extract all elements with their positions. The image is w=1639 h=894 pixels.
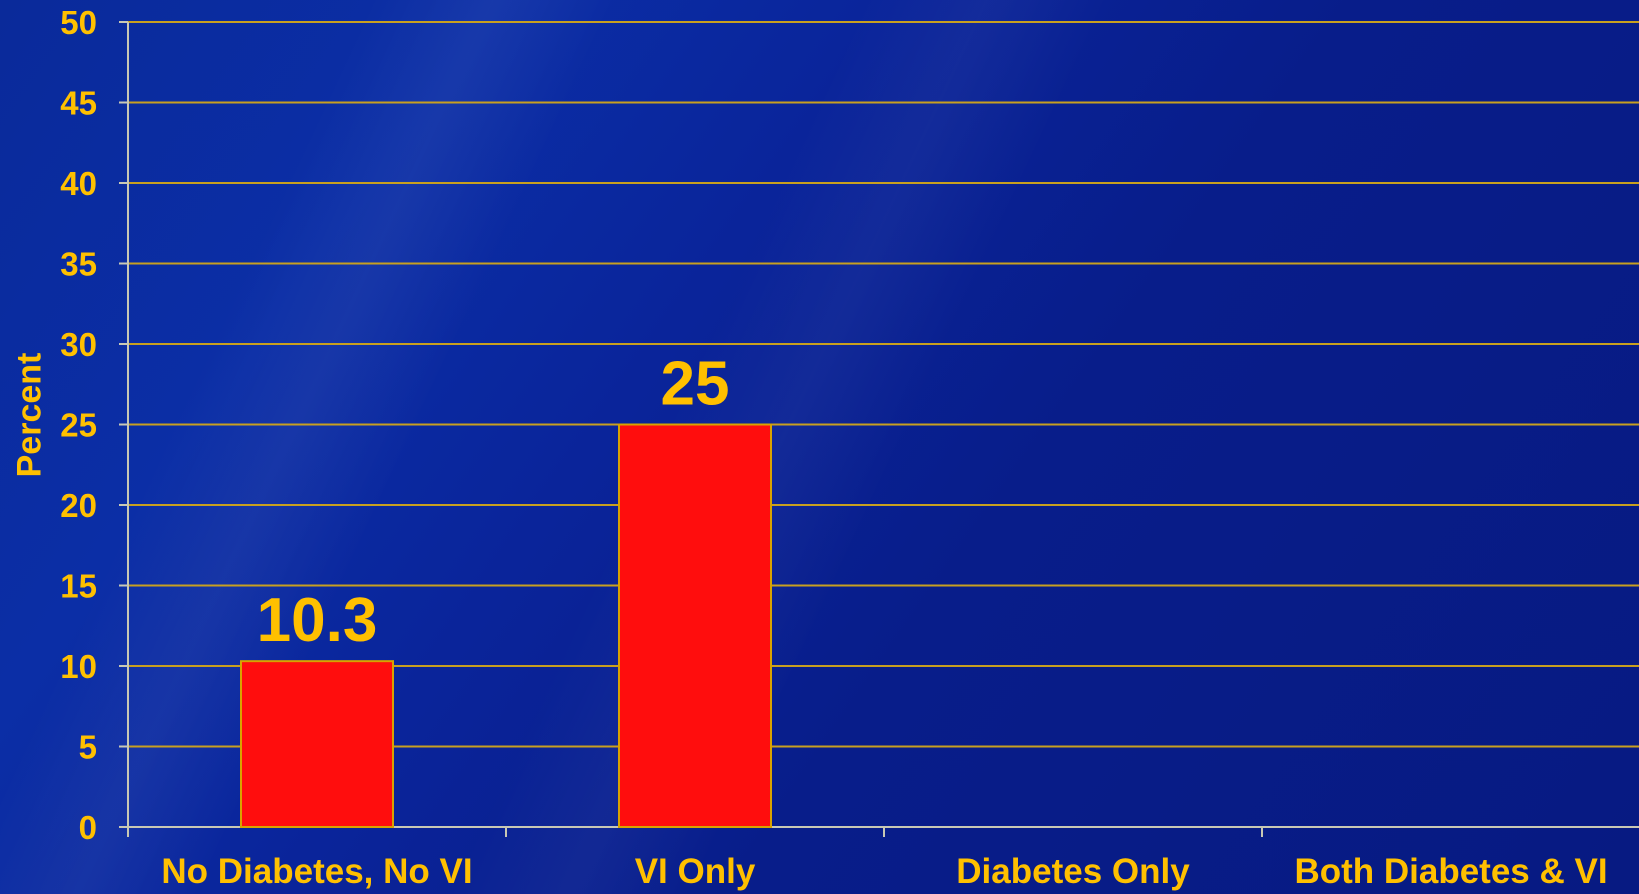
data-label: 25	[661, 350, 730, 419]
x-category-label: No Diabetes, No VI	[161, 852, 472, 891]
y-tick-label: 35	[60, 246, 97, 283]
bar	[618, 423, 772, 828]
x-category-label: Diabetes Only	[956, 852, 1190, 891]
y-tick-label: 30	[60, 326, 97, 363]
y-tick-label: 0	[79, 809, 97, 846]
y-tick-label: 10	[60, 648, 97, 685]
y-axis-label: Percent	[10, 352, 49, 478]
x-category-label: Both Diabetes & VI	[1294, 852, 1607, 891]
y-tick-label: 5	[79, 729, 97, 766]
y-tick-label: 20	[60, 487, 97, 524]
y-tick-label: 25	[60, 407, 97, 444]
y-tick-label: 15	[60, 568, 97, 605]
y-tick-label: 50	[60, 4, 97, 41]
data-label: 10.3	[257, 586, 378, 655]
bar	[240, 660, 394, 828]
x-category-label: VI Only	[635, 852, 756, 891]
y-tick-label: 45	[60, 85, 97, 122]
y-tick-label: 40	[60, 165, 97, 202]
